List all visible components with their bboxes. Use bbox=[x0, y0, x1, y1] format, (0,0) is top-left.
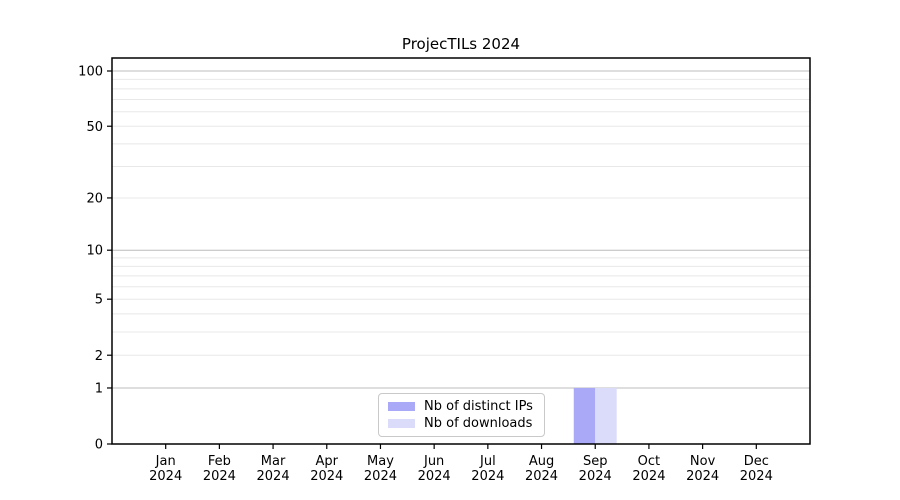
y-ticklabel-5: 5 bbox=[95, 293, 103, 308]
y-ticklabel-0: 0 bbox=[95, 438, 103, 453]
x-ticklabel-dec: Dec bbox=[744, 454, 769, 469]
legend-swatch-distinct-ips-icon bbox=[388, 401, 415, 411]
x-ticklabel-nov: Nov bbox=[690, 454, 716, 469]
x-ticklabel-apr: Apr bbox=[316, 454, 339, 469]
x-ticklabel-year-jun: 2024 bbox=[418, 469, 451, 484]
x-ticklabel-jul: Jul bbox=[479, 454, 496, 469]
x-ticklabel-sep: Sep bbox=[583, 454, 608, 469]
legend-label-distinct-ips: Nb of distinct IPs bbox=[424, 398, 533, 414]
y-ticklabel-20: 20 bbox=[86, 191, 103, 206]
x-ticklabel-jan: Jan bbox=[155, 454, 176, 469]
x-ticklabel-year-mar: 2024 bbox=[257, 469, 290, 484]
legend-swatch-downloads-icon bbox=[388, 419, 415, 429]
x-ticklabel-year-apr: 2024 bbox=[310, 469, 343, 484]
legend: Nb of distinct IPs Nb of downloads bbox=[378, 393, 545, 437]
x-ticklabel-year-jul: 2024 bbox=[471, 469, 504, 484]
x-ticklabel-aug: Aug bbox=[529, 454, 554, 469]
x-ticklabel-year-dec: 2024 bbox=[740, 469, 773, 484]
y-ticklabel-100: 100 bbox=[78, 65, 103, 80]
x-ticklabel-year-nov: 2024 bbox=[686, 469, 719, 484]
y-ticklabel-2: 2 bbox=[95, 349, 103, 364]
chart-title: ProjecTILs 2024 bbox=[401, 35, 521, 53]
x-ticklabel-year-may: 2024 bbox=[364, 469, 397, 484]
x-ticklabel-year-sep: 2024 bbox=[579, 469, 612, 484]
y-ticklabel-10: 10 bbox=[86, 244, 103, 259]
x-ticklabel-mar: Mar bbox=[261, 454, 286, 469]
x-ticklabel-may: May bbox=[367, 454, 394, 469]
x-ticklabel-year-feb: 2024 bbox=[203, 469, 236, 484]
x-ticklabel-year-oct: 2024 bbox=[632, 469, 665, 484]
bar-distinct-ips-sep bbox=[573, 387, 596, 444]
y-ticklabel-50: 50 bbox=[86, 120, 103, 135]
x-ticklabel-jun: Jun bbox=[423, 454, 444, 469]
legend-label-downloads: Nb of downloads bbox=[424, 416, 533, 432]
x-ticklabel-year-jan: 2024 bbox=[149, 469, 182, 484]
bar-downloads-sep bbox=[595, 387, 617, 444]
y-ticklabel-1: 1 bbox=[95, 382, 103, 397]
legend-item-distinct-ips: Nb of distinct IPs bbox=[388, 399, 538, 414]
legend-item-downloads: Nb of downloads bbox=[388, 416, 538, 431]
x-ticklabel-feb: Feb bbox=[208, 454, 231, 469]
x-ticklabel-year-aug: 2024 bbox=[525, 469, 558, 484]
plot-spines bbox=[111, 57, 811, 445]
x-ticklabel-oct: Oct bbox=[638, 454, 660, 469]
